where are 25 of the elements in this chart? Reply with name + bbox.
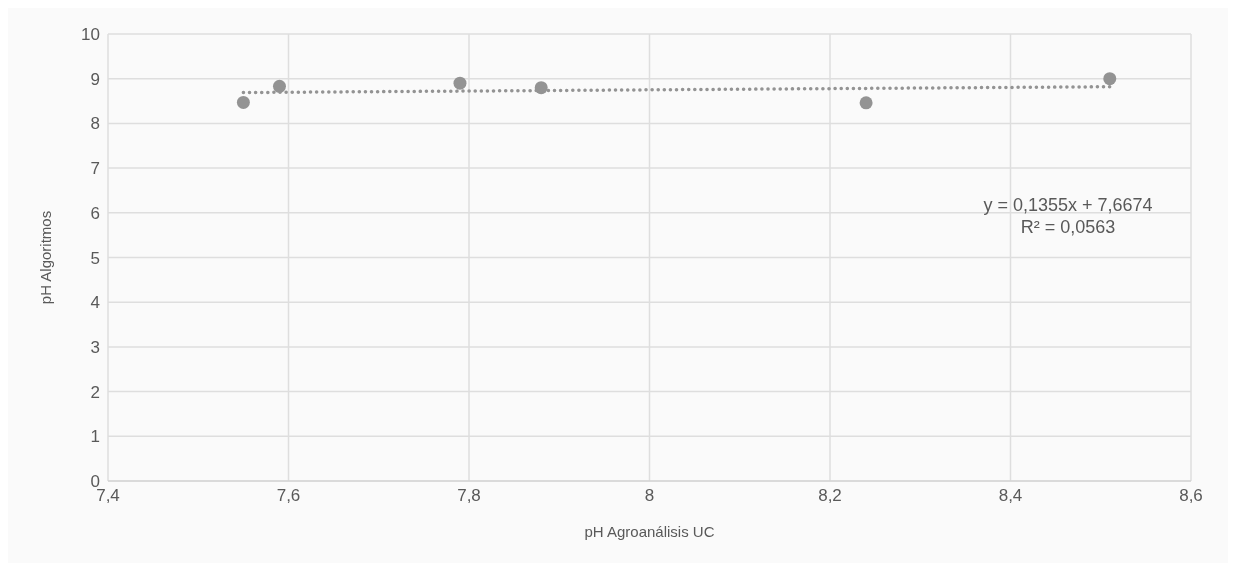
y-tick-label: 1 — [90, 427, 100, 447]
y-tick-label: 4 — [90, 293, 100, 313]
y-tick-label: 3 — [90, 337, 100, 357]
annotation: y = 0,1355x + 7,6674 — [982, 194, 1154, 216]
x-tick-label: 8,2 — [818, 486, 842, 506]
y-tick-label: 9 — [90, 69, 100, 89]
y-tick-label: 10 — [81, 25, 100, 45]
point — [859, 96, 873, 110]
x-axis-title: pH Agroanálisis UC — [584, 523, 715, 540]
x-tick-label: 7,6 — [276, 486, 301, 506]
annotation: R² = 0,0563 — [1019, 216, 1117, 238]
point — [236, 95, 250, 109]
x-tick-label: 8,6 — [1179, 486, 1203, 506]
y-tick-label: 5 — [90, 248, 100, 268]
y-tick-label: 7 — [90, 159, 100, 179]
y-tick-label: 6 — [90, 203, 100, 223]
y-tick-label: 2 — [90, 382, 100, 402]
x-tick-label: 7,8 — [457, 486, 481, 506]
point — [1103, 72, 1117, 86]
y-tick-label: 8 — [90, 114, 100, 134]
x-tick-label: 8,4 — [998, 486, 1023, 506]
point — [272, 79, 286, 93]
point — [453, 76, 467, 90]
y-axis-title: pH Algoritmos — [37, 210, 55, 305]
x-tick-label: 8 — [644, 486, 655, 506]
